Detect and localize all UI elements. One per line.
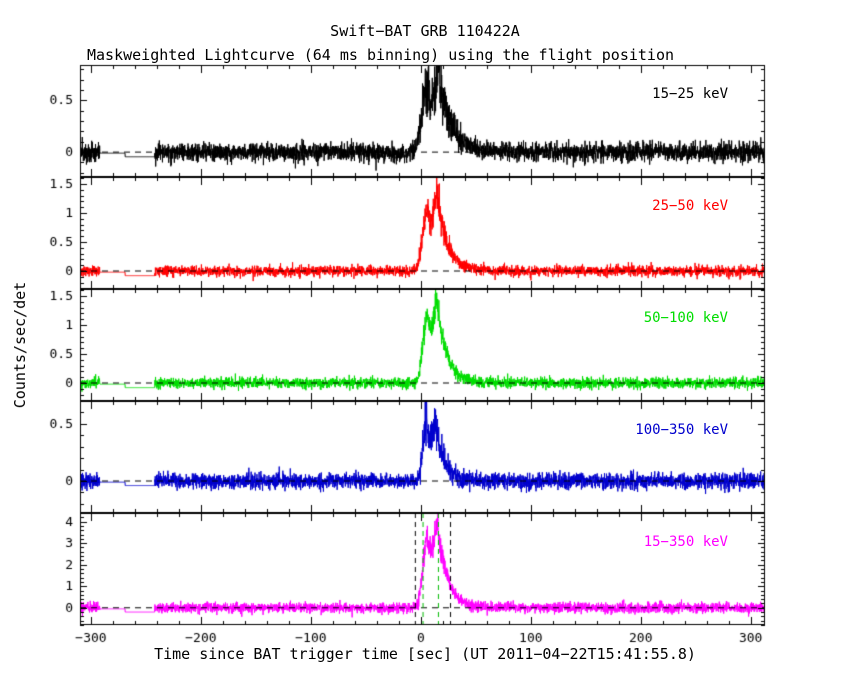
band-label-50-100-kev: 50−100 keV — [643, 310, 728, 326]
band-label-100-350-kev: 100−350 keV — [635, 422, 728, 438]
chart-title: Swift−BAT GRB 110422A — [330, 22, 520, 40]
band-label-25-50-kev: 25−50 keV — [652, 198, 728, 214]
band-label-15-350-kev: 15−350 keV — [643, 534, 728, 550]
chart-subtitle: Maskweighted Lightcurve (64 ms binning) … — [87, 46, 674, 64]
x-axis-label: Time since BAT trigger time [sec] (UT 20… — [154, 645, 696, 663]
band-label-15-25-kev: 15−25 keV — [652, 86, 728, 102]
y-axis-label: Counts/sec/det — [11, 281, 29, 409]
